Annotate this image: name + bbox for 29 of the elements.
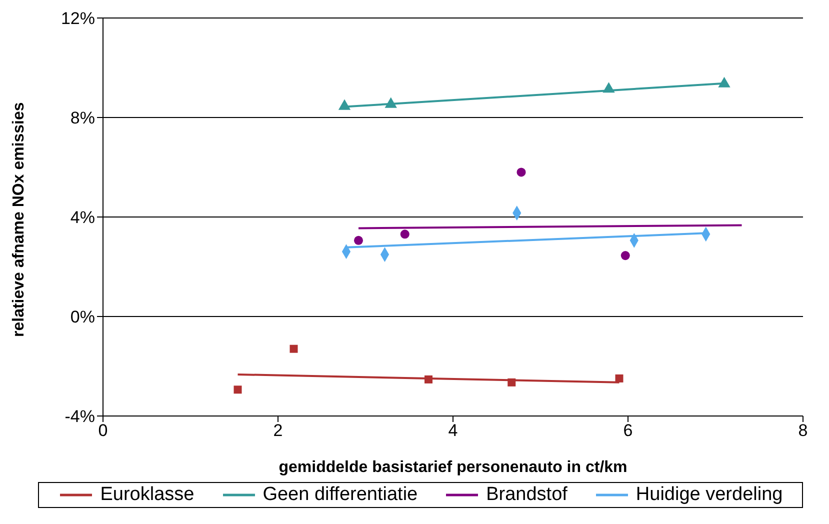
legend-label: Euroklasse [99, 484, 194, 506]
point [338, 99, 351, 110]
point [384, 97, 397, 108]
y-tick-label: 0% [70, 308, 95, 327]
legend-label: Brandstof [485, 484, 568, 506]
x-tick-label: 4 [448, 421, 458, 440]
x-tick-label: 2 [273, 421, 283, 440]
x-tick-label: 8 [798, 421, 808, 440]
x-tick-label: 0 [98, 421, 108, 440]
point [400, 230, 410, 239]
y-tick-label: 4% [70, 208, 95, 228]
y-tick-label: -4% [64, 407, 95, 426]
point [424, 375, 432, 384]
x-tick-label: 6 [623, 421, 633, 440]
y-tick-label: 12% [60, 9, 95, 28]
legend-label: Geen differentiatie [262, 484, 418, 506]
point [620, 251, 630, 260]
y-axis-title: relatieve afname NOx emissies [10, 102, 28, 337]
point [718, 76, 730, 88]
point [615, 374, 624, 382]
legend-label: Huidige verdeling [634, 484, 783, 506]
point [354, 236, 364, 245]
x-axis-title: gemiddelde basistarief personenauto in ct/km [278, 459, 628, 476]
point [508, 378, 516, 386]
point [290, 344, 298, 353]
point [602, 82, 615, 93]
point [516, 168, 526, 177]
point [234, 386, 242, 394]
y-tick-label: 8% [70, 108, 95, 128]
